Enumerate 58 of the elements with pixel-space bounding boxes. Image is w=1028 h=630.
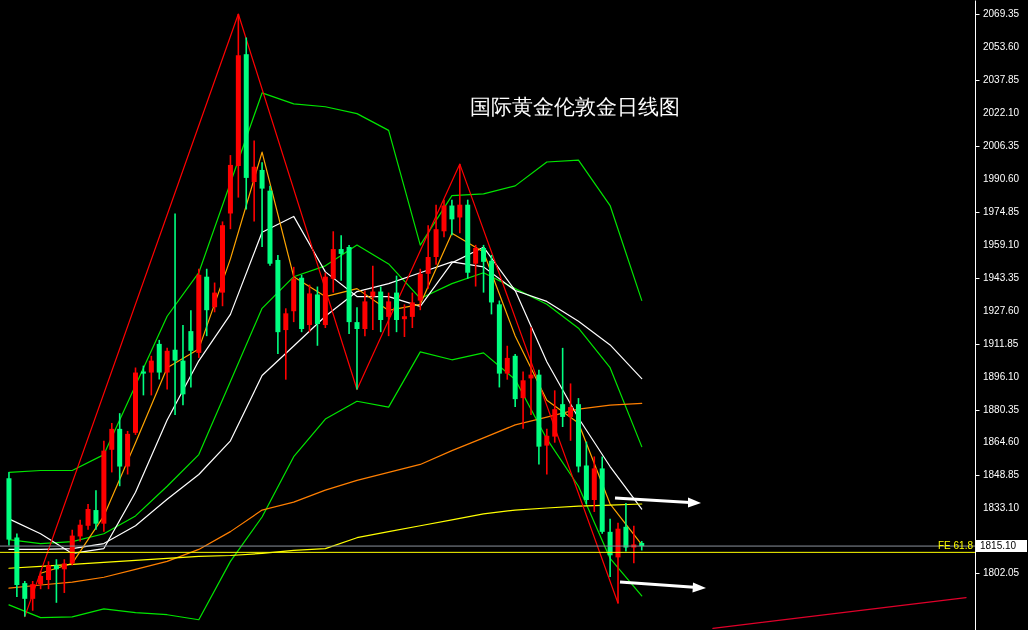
candlestick bbox=[30, 580, 36, 612]
candlestick bbox=[386, 291, 392, 337]
candlestick bbox=[93, 489, 99, 531]
candlestick bbox=[109, 422, 115, 474]
candlestick bbox=[77, 518, 83, 543]
candlestick bbox=[85, 503, 91, 531]
candlestick bbox=[425, 224, 431, 290]
y-tick-label: 1974.85 bbox=[983, 205, 1020, 217]
y-tick-label: 2053.60 bbox=[983, 40, 1020, 52]
ref-line-label: FE 61.8 bbox=[937, 540, 974, 552]
candlestick bbox=[164, 347, 170, 391]
y-tick-label: 1990.60 bbox=[983, 172, 1020, 184]
y-tick-label: 1896.10 bbox=[983, 370, 1020, 382]
y-tick-label: 2037.85 bbox=[983, 73, 1020, 85]
candlestick bbox=[338, 234, 344, 282]
y-tick-label: 1911.85 bbox=[983, 337, 1019, 349]
candlestick bbox=[623, 502, 629, 553]
candlestick bbox=[370, 265, 376, 331]
y-tick-label: 1864.60 bbox=[983, 436, 1020, 448]
candlestick bbox=[259, 161, 265, 248]
y-tick-label: 1833.10 bbox=[983, 502, 1020, 514]
y-tick-label: 2022.10 bbox=[983, 106, 1020, 118]
candlestick bbox=[401, 303, 407, 338]
y-tick-label: 1880.35 bbox=[983, 403, 1020, 415]
candlestick bbox=[188, 309, 194, 389]
y-tick-label: 1848.85 bbox=[983, 469, 1020, 481]
y-tick-label: 1927.60 bbox=[983, 304, 1020, 316]
y-tick-label: 1943.35 bbox=[983, 271, 1020, 283]
candlestick bbox=[251, 139, 257, 223]
candlestick bbox=[504, 344, 510, 381]
candlestick bbox=[46, 560, 51, 590]
y-tick-label: 1959.10 bbox=[983, 238, 1020, 250]
candlestick bbox=[148, 355, 154, 397]
candlestick bbox=[560, 347, 566, 428]
candlestick bbox=[544, 428, 550, 476]
candlestick bbox=[212, 281, 218, 314]
candlestick bbox=[53, 558, 59, 604]
candlestick bbox=[568, 382, 574, 442]
candlestick bbox=[449, 198, 455, 237]
y-tick-label: 2069.35 bbox=[983, 7, 1020, 19]
candlestick bbox=[520, 370, 526, 430]
y-tick-label: 2006.35 bbox=[983, 139, 1020, 151]
line-series bbox=[8, 351, 643, 621]
candlestick bbox=[283, 307, 289, 381]
text: 国际黄金伦敦金日线图 bbox=[470, 95, 680, 119]
candlestick bbox=[61, 558, 67, 594]
candlestick bbox=[473, 244, 479, 288]
candlestick bbox=[140, 364, 146, 397]
y-tick-label: 1802.05 bbox=[983, 567, 1020, 579]
candlestick bbox=[172, 212, 178, 416]
line-series bbox=[39, 151, 643, 574]
candlestick bbox=[409, 291, 415, 329]
candlestick bbox=[22, 580, 28, 618]
candlestick bbox=[354, 306, 360, 391]
candlestick bbox=[481, 244, 487, 294]
candlestick bbox=[457, 163, 463, 234]
line-series bbox=[8, 402, 643, 589]
ref-line-label: 1815.10 bbox=[980, 540, 1017, 552]
